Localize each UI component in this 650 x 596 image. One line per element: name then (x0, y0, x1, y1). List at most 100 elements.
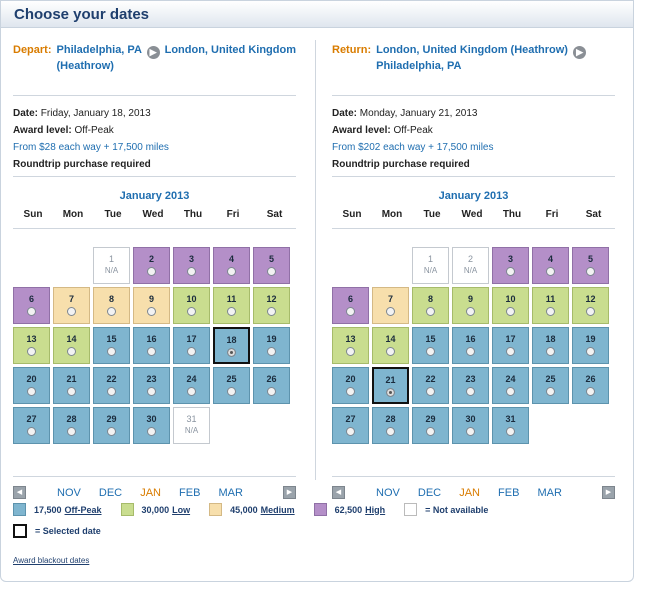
radio-icon[interactable] (386, 347, 395, 356)
radio-icon[interactable] (466, 307, 475, 316)
calendar-day-10[interactable]: 10 (173, 287, 210, 324)
calendar-day-31[interactable]: 31 (492, 407, 529, 444)
radio-icon[interactable] (227, 307, 236, 316)
calendar-day-8[interactable]: 8 (412, 287, 449, 324)
radio-icon[interactable] (187, 347, 196, 356)
radio-icon[interactable] (546, 347, 555, 356)
radio-icon[interactable] (506, 387, 515, 396)
radio-icon[interactable] (267, 387, 276, 396)
calendar-day-4[interactable]: 4 (213, 247, 250, 284)
calendar-day-20[interactable]: 20 (332, 367, 369, 404)
month-link-nov[interactable]: NOV (376, 486, 400, 499)
radio-icon[interactable] (267, 347, 276, 356)
radio-icon[interactable] (187, 387, 196, 396)
month-link-mar[interactable]: MAR (218, 486, 243, 499)
calendar-day-30[interactable]: 30 (452, 407, 489, 444)
calendar-day-10[interactable]: 10 (492, 287, 529, 324)
radio-icon[interactable] (107, 307, 116, 316)
month-link-feb[interactable]: FEB (179, 486, 201, 499)
calendar-day-17[interactable]: 17 (173, 327, 210, 364)
radio-icon[interactable] (187, 307, 196, 316)
calendar-day-28[interactable]: 28 (372, 407, 409, 444)
radio-icon[interactable] (506, 427, 515, 436)
radio-icon[interactable] (506, 347, 515, 356)
month-link-jan[interactable]: JAN (140, 486, 161, 499)
calendar-day-2[interactable]: 2 (133, 247, 170, 284)
radio-icon[interactable] (346, 307, 355, 316)
calendar-day-7[interactable]: 7 (372, 287, 409, 324)
calendar-day-23[interactable]: 23 (452, 367, 489, 404)
radio-icon[interactable] (67, 387, 76, 396)
radio-icon[interactable] (346, 387, 355, 396)
calendar-day-9[interactable]: 9 (133, 287, 170, 324)
radio-icon[interactable] (546, 387, 555, 396)
radio-icon[interactable] (466, 427, 475, 436)
radio-icon[interactable] (27, 387, 36, 396)
award-blackout-dates-link[interactable]: Award blackout dates (13, 556, 90, 565)
radio-icon[interactable] (346, 427, 355, 436)
return-destination[interactable]: Philadelphia, PA (376, 60, 462, 72)
calendar-day-9[interactable]: 9 (452, 287, 489, 324)
month-link-jan[interactable]: JAN (459, 486, 480, 499)
radio-icon[interactable] (426, 307, 435, 316)
legend-link-high[interactable]: High (365, 504, 386, 515)
radio-icon[interactable] (27, 307, 36, 316)
radio-icon[interactable] (227, 267, 236, 276)
radio-icon[interactable] (227, 348, 236, 357)
radio-icon[interactable] (586, 267, 595, 276)
radio-icon[interactable] (147, 347, 156, 356)
calendar-day-14[interactable]: 14 (53, 327, 90, 364)
calendar-day-15[interactable]: 15 (93, 327, 130, 364)
month-link-nov[interactable]: NOV (57, 486, 81, 499)
radio-icon[interactable] (386, 427, 395, 436)
radio-icon[interactable] (426, 347, 435, 356)
calendar-day-3[interactable]: 3 (173, 247, 210, 284)
return-origin[interactable]: London, United Kingdom (Heathrow) (376, 44, 568, 56)
calendar-day-5[interactable]: 5 (253, 247, 290, 284)
calendar-day-29[interactable]: 29 (93, 407, 130, 444)
radio-icon[interactable] (466, 347, 475, 356)
calendar-day-16[interactable]: 16 (133, 327, 170, 364)
calendar-day-16[interactable]: 16 (452, 327, 489, 364)
calendar-day-13[interactable]: 13 (332, 327, 369, 364)
calendar-day-25[interactable]: 25 (213, 367, 250, 404)
calendar-day-23[interactable]: 23 (133, 367, 170, 404)
radio-icon[interactable] (386, 307, 395, 316)
radio-icon[interactable] (147, 387, 156, 396)
month-link-mar[interactable]: MAR (537, 486, 562, 499)
calendar-day-12[interactable]: 12 (253, 287, 290, 324)
calendar-day-3[interactable]: 3 (492, 247, 529, 284)
radio-icon[interactable] (426, 427, 435, 436)
radio-icon[interactable] (546, 307, 555, 316)
calendar-day-25[interactable]: 25 (532, 367, 569, 404)
calendar-day-5[interactable]: 5 (572, 247, 609, 284)
radio-icon[interactable] (67, 347, 76, 356)
radio-icon[interactable] (107, 427, 116, 436)
radio-icon[interactable] (147, 267, 156, 276)
legend-link-offpeak[interactable]: Off-Peak (64, 504, 102, 515)
radio-icon[interactable] (426, 387, 435, 396)
radio-icon[interactable] (466, 387, 475, 396)
calendar-day-22[interactable]: 22 (93, 367, 130, 404)
month-link-feb[interactable]: FEB (498, 486, 520, 499)
calendar-day-20[interactable]: 20 (13, 367, 50, 404)
radio-icon[interactable] (227, 387, 236, 396)
radio-icon[interactable] (107, 387, 116, 396)
radio-icon[interactable] (586, 307, 595, 316)
calendar-day-17[interactable]: 17 (492, 327, 529, 364)
calendar-day-27[interactable]: 27 (332, 407, 369, 444)
calendar-day-26[interactable]: 26 (253, 367, 290, 404)
radio-icon[interactable] (267, 267, 276, 276)
calendar-day-19[interactable]: 19 (253, 327, 290, 364)
calendar-day-19[interactable]: 19 (572, 327, 609, 364)
radio-icon[interactable] (107, 347, 116, 356)
calendar-day-6[interactable]: 6 (13, 287, 50, 324)
calendar-day-21[interactable]: 21 (53, 367, 90, 404)
legend-link-medium[interactable]: Medium (260, 504, 295, 515)
calendar-day-11[interactable]: 11 (532, 287, 569, 324)
radio-icon[interactable] (546, 267, 555, 276)
calendar-day-11[interactable]: 11 (213, 287, 250, 324)
calendar-day-21[interactable]: 21 (372, 367, 409, 404)
depart-destination[interactable]: London, United Kingdom (Heathrow) (56, 44, 296, 72)
month-link-dec[interactable]: DEC (98, 486, 123, 499)
